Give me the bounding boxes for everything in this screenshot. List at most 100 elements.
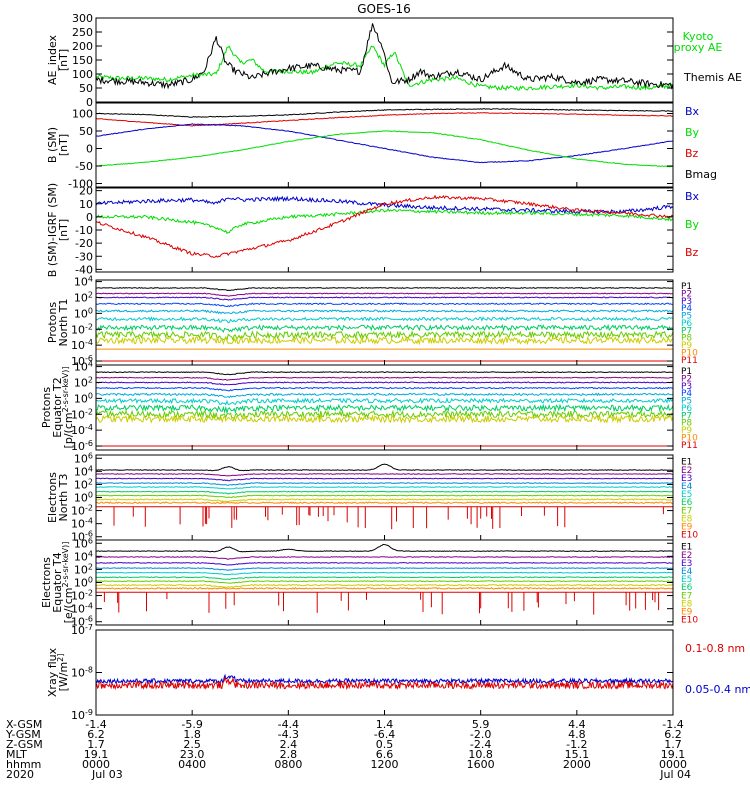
row-label-4: hhmm [6, 758, 41, 771]
panel-xray-frame [95, 629, 674, 716]
series-bsm-2 [96, 123, 673, 164]
cell-0-3: 1.4 [376, 718, 394, 731]
cell-1-0: 6.2 [87, 728, 105, 741]
ytick-label-xray-0: 10-7 [71, 623, 93, 637]
legend-bsm-3: Bmag [685, 168, 717, 181]
ytick-label-en-5: 10-4 [71, 517, 93, 531]
ytick-label-digrf-6: 20 [79, 185, 93, 198]
series-bsm-0 [96, 108, 673, 118]
ytick-label-bsm-3: 50 [79, 125, 93, 138]
ytick-label-en-0: 106 [74, 451, 93, 465]
legend-en-5: E6 [681, 498, 693, 508]
cell-4-3: 1200 [371, 758, 399, 771]
cell-0-4: 5.9 [472, 718, 490, 731]
ylabel-bsm-1: [nT] [57, 134, 70, 156]
legend-ee-3: E4 [681, 567, 693, 577]
legend-bsm-0: Bx [685, 105, 700, 118]
ytick-label-pe-0: 104 [74, 360, 93, 374]
panel-digrf-data [96, 194, 673, 258]
ylabel-pn-1: North T1 [57, 299, 70, 347]
cell-4-1: 0400 [178, 758, 206, 771]
channel-pn-4 [96, 309, 673, 315]
cell-4-2: 0800 [274, 758, 302, 771]
series-bsm-3 [96, 130, 673, 168]
cell-3-2: 2.8 [280, 748, 298, 761]
legend-kyoto: Kyoto [683, 30, 714, 43]
channel-pe-7 [96, 409, 673, 420]
ytick-label-pe-5: 10-6 [71, 439, 93, 453]
ylabel-ae-1: [nT] [57, 49, 70, 71]
ytick-label-ae-0: 0 [86, 96, 93, 109]
legend-pe-6: P7 [681, 411, 692, 421]
panel-digrf-frame [95, 187, 674, 273]
cell-1-5: 4.8 [568, 728, 586, 741]
channel-en-0 [96, 463, 673, 472]
cell-2-2: 2.4 [280, 738, 298, 751]
cell-3-3: 6.6 [376, 748, 394, 761]
channel-en-dropouts [113, 506, 673, 530]
cell-2-5: -1.2 [566, 738, 587, 751]
legend-ee-1: E2 [681, 551, 692, 561]
legend-ee-7: E8 [681, 599, 693, 609]
channel-en-3 [96, 482, 673, 486]
ylabel-xray-1: [W/m2] [56, 654, 70, 692]
ytick-label-ee-0: 106 [74, 536, 93, 550]
legend-pn-3: P4 [681, 304, 692, 314]
legend-pe-10: P11 [681, 441, 698, 451]
ylabel-ee-2: [e/(cm2-s-sr-keV)] [61, 542, 75, 624]
ylabel-digrf-1: [nT] [57, 219, 70, 241]
series-digrf-0 [96, 195, 673, 215]
legend-pe-8: P9 [681, 426, 692, 436]
legend-ee-6: E7 [681, 591, 692, 601]
channel-ee-1 [96, 556, 673, 560]
channel-ee-6 [96, 580, 673, 584]
ytick-label-bsm-2: 0 [86, 143, 93, 156]
legend-en-1: E2 [681, 466, 692, 476]
channel-en-2 [96, 477, 673, 482]
ytick-label-bsm-0: -100 [68, 178, 93, 191]
ytick-label-digrf-5: 10 [79, 198, 93, 211]
series-digrf-1 [96, 207, 673, 235]
cell-0-0: -1.4 [85, 718, 106, 731]
cell-2-6: 1.7 [664, 738, 682, 751]
ytick-label-ee-6: 10-6 [71, 615, 93, 629]
legend-en-8: E9 [681, 522, 693, 532]
cell-3-5: 15.1 [565, 748, 590, 761]
panel-xray-data [96, 673, 673, 691]
cell-5-0: Jul 03 [91, 768, 123, 781]
legend-proxy-ae: proxy AE [674, 41, 723, 54]
legend-xray-long: 0.1-0.8 nm [685, 642, 745, 655]
panel-bsm-data [96, 108, 673, 168]
ytick-label-xray-2: 10-9 [71, 708, 93, 722]
panel-pn-data [96, 286, 673, 362]
ytick-label-ae-3: 150 [72, 54, 93, 67]
channel-ee-2 [96, 562, 673, 566]
channel-en-4 [96, 486, 673, 490]
cell-0-5: 4.4 [568, 718, 586, 731]
panel-ee-frame [95, 539, 674, 626]
ytick-label-pe-4: 10-4 [71, 423, 93, 437]
legend-en-9: E10 [681, 531, 698, 541]
legend-bsm-2: Bz [685, 147, 699, 160]
legend-xray-short: 0.05-0.4 nm [685, 683, 750, 696]
legend-pe-4: P5 [681, 397, 692, 407]
channel-pn-2 [96, 296, 673, 301]
channel-ee-3 [96, 567, 673, 571]
channel-pn-0 [96, 286, 673, 291]
panel-xray: 10-7 10-8 10-9 Xray flux[W/m2] 0.1-0.8 nm 0.0… [46, 623, 750, 722]
ytick-label-digrf-0: -40 [75, 263, 93, 276]
legend-ee-2: E3 [681, 559, 692, 569]
channel-en-5 [96, 490, 673, 495]
row-label-1: Y-GSM [5, 728, 41, 741]
channel-pn-5 [96, 316, 673, 324]
channel-pe-2 [96, 381, 673, 386]
legend-pn-4: P5 [681, 312, 692, 322]
channel-pe-8 [96, 413, 673, 424]
row-label-3: MLT [6, 748, 27, 761]
